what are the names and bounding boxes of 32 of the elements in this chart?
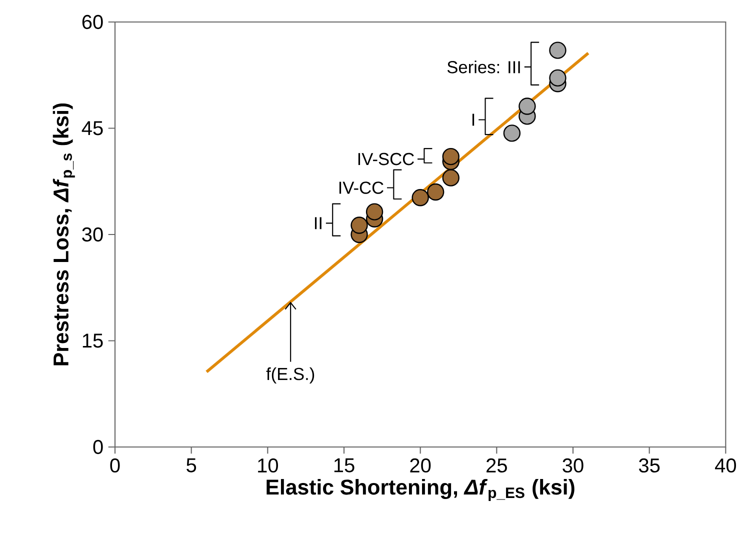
y-tick-label: 0	[93, 440, 103, 454]
point	[518, 98, 536, 115]
y-tick-label: 60	[82, 14, 103, 30]
x-axis-title: Elastic Shortening, Δf$_{p_ES}$ (ksi)	[266, 479, 574, 502]
point	[442, 169, 460, 186]
point	[350, 216, 368, 234]
y-tick-label: 15	[82, 334, 103, 348]
x-tick-label: 35	[638, 458, 660, 473]
annotation: Series: III	[447, 60, 520, 74]
point	[503, 124, 521, 142]
point	[442, 148, 460, 166]
x-tick-label: 20	[410, 458, 431, 473]
point	[549, 69, 566, 87]
x-tick-label: 25	[486, 458, 507, 473]
annotation: f(E.S.)	[266, 367, 314, 384]
y-tick-label: 30	[82, 227, 103, 242]
x-tick-label: 40	[715, 458, 736, 473]
annotation: IV-CC	[339, 182, 384, 194]
y-axis-title: Prestress Loss, Δf$_{p_s}$ (ksi)	[52, 103, 75, 366]
annotation: I	[472, 114, 474, 126]
point	[412, 189, 429, 206]
y-tick-label: 45	[82, 121, 103, 136]
x-tick-label: 0	[110, 458, 120, 473]
annotation: II	[314, 217, 322, 230]
point	[549, 42, 566, 59]
annotation: IV-SCC	[358, 152, 414, 166]
x-tick-label: 5	[186, 458, 196, 472]
x-tick-label: 10	[258, 458, 278, 473]
point	[427, 183, 444, 201]
x-tick-label: 15	[334, 458, 354, 472]
point	[366, 203, 384, 220]
x-tick-label: 30	[562, 458, 584, 473]
